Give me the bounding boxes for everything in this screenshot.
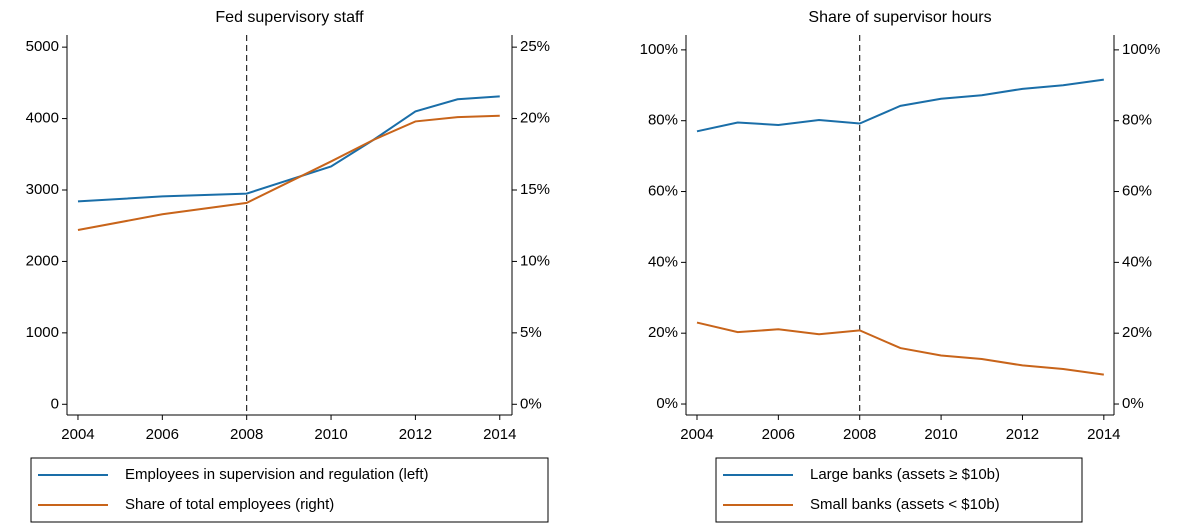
series-line bbox=[77, 114, 500, 231]
legend-label: Large banks (assets ≥ $10b) bbox=[810, 466, 1000, 483]
x-tick-label: 2008 bbox=[230, 426, 263, 443]
series-line bbox=[696, 321, 1104, 376]
legend-label: Share of total employees (right) bbox=[125, 496, 334, 513]
x-tick-label: 2004 bbox=[61, 426, 94, 443]
y-tick-label: 4000 bbox=[26, 110, 59, 127]
legend-box bbox=[715, 457, 1083, 523]
x-tick-label: 2006 bbox=[762, 426, 795, 443]
y2-tick-label: 100% bbox=[1122, 41, 1160, 58]
x-tick-label: 2008 bbox=[843, 426, 876, 443]
y2-tick-label: 5% bbox=[520, 324, 542, 341]
y2-tick-label: 10% bbox=[520, 252, 550, 269]
x-tick-label: 2010 bbox=[924, 426, 957, 443]
y2-tick-label: 60% bbox=[1122, 183, 1152, 200]
legend-label: Small banks (assets < $10b) bbox=[810, 496, 1000, 513]
x-tick-label: 2012 bbox=[1006, 426, 1039, 443]
y2-tick-label: 20% bbox=[520, 110, 550, 127]
x-tick-label: 2014 bbox=[1087, 426, 1120, 443]
y-tick-label: 5000 bbox=[26, 38, 59, 55]
y-tick-label: 60% bbox=[648, 183, 678, 200]
chart-title: Fed supervisory staff bbox=[215, 9, 364, 26]
y2-tick-label: 0% bbox=[520, 395, 542, 412]
x-tick-label: 2004 bbox=[680, 426, 713, 443]
y2-tick-label: 80% bbox=[1122, 112, 1152, 129]
y-tick-label: 0 bbox=[51, 395, 59, 412]
series-line bbox=[696, 78, 1104, 133]
y2-tick-label: 40% bbox=[1122, 253, 1152, 270]
y-tick-label: 1000 bbox=[26, 324, 59, 341]
y2-tick-label: 0% bbox=[1122, 395, 1144, 412]
x-tick-label: 2014 bbox=[483, 426, 516, 443]
x-tick-label: 2010 bbox=[314, 426, 347, 443]
y2-tick-label: 15% bbox=[520, 181, 550, 198]
legend-label: Employees in supervision and regulation … bbox=[125, 466, 429, 483]
y-tick-label: 20% bbox=[648, 324, 678, 341]
y2-tick-label: 20% bbox=[1122, 324, 1152, 341]
chart-title: Share of supervisor hours bbox=[808, 9, 991, 26]
y-tick-label: 80% bbox=[648, 112, 678, 129]
legend-box bbox=[30, 457, 549, 523]
y-tick-label: 100% bbox=[640, 41, 678, 58]
y-tick-label: 40% bbox=[648, 253, 678, 270]
x-tick-label: 2006 bbox=[146, 426, 179, 443]
y-tick-label: 0% bbox=[656, 395, 678, 412]
series-line bbox=[77, 95, 500, 203]
y2-tick-label: 25% bbox=[520, 38, 550, 55]
x-tick-label: 2012 bbox=[399, 426, 432, 443]
y-tick-label: 2000 bbox=[26, 252, 59, 269]
y-tick-label: 3000 bbox=[26, 181, 59, 198]
